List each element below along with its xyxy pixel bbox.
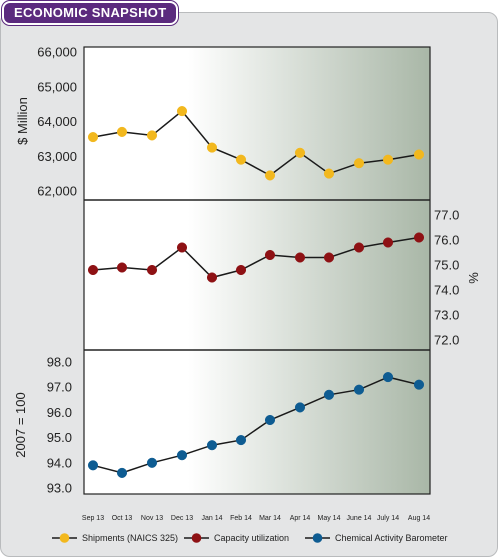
legend-label: Capacity utilization bbox=[214, 533, 289, 543]
data-point bbox=[116, 467, 128, 478]
data-point bbox=[294, 252, 306, 263]
data-point bbox=[206, 272, 218, 283]
y-tick-label: 66,000 bbox=[37, 45, 77, 60]
y-tick-label: 97.0 bbox=[47, 380, 72, 395]
x-tick-label: Jan 14 bbox=[201, 515, 222, 522]
y-axis-label: % bbox=[466, 272, 481, 284]
y-tick-label: 77.0 bbox=[434, 208, 459, 223]
legend-label: Shipments (NAICS 325) bbox=[82, 533, 178, 543]
data-point bbox=[382, 237, 394, 248]
x-tick-label: Apr 14 bbox=[290, 515, 311, 522]
y-tick-label: 76.0 bbox=[434, 233, 459, 248]
data-point bbox=[353, 158, 365, 169]
data-point bbox=[235, 154, 247, 165]
y-tick-label: 65,000 bbox=[37, 79, 77, 94]
data-point bbox=[413, 149, 425, 160]
series-line bbox=[92, 376, 420, 474]
x-tick-label: Nov 13 bbox=[141, 515, 163, 522]
data-point bbox=[146, 264, 158, 276]
data-point bbox=[413, 379, 425, 390]
y-tick-label: 95.0 bbox=[47, 430, 72, 445]
data-point bbox=[176, 450, 188, 461]
legend-label: Chemical Activity Barometer bbox=[335, 533, 448, 543]
data-point bbox=[235, 264, 247, 276]
data-point bbox=[323, 168, 335, 179]
x-tick-label: Oct 13 bbox=[112, 515, 133, 522]
legend-marker bbox=[59, 533, 70, 543]
y-axis-label: $ Million bbox=[15, 97, 30, 145]
data-point bbox=[382, 154, 394, 165]
plot-background bbox=[83, 46, 431, 495]
y-tick-label: 62,000 bbox=[37, 184, 77, 199]
y-tick-label: 74.0 bbox=[434, 283, 459, 298]
x-tick-label: May 14 bbox=[318, 515, 341, 522]
data-point bbox=[323, 252, 335, 263]
data-point bbox=[235, 435, 247, 446]
y-axis-label: 2007 = 100 bbox=[13, 392, 28, 457]
data-point bbox=[146, 457, 158, 468]
x-tick-label: Feb 14 bbox=[230, 515, 252, 522]
y-tick-label: 93.0 bbox=[47, 481, 72, 496]
data-point bbox=[413, 232, 425, 243]
y-tick-label: 72.0 bbox=[434, 333, 459, 348]
y-tick-label: 63,000 bbox=[37, 149, 77, 164]
x-tick-label: Mar 14 bbox=[259, 515, 281, 522]
y-tick-label: 64,000 bbox=[37, 114, 77, 129]
data-point bbox=[146, 130, 158, 141]
y-tick-label: 98.0 bbox=[47, 355, 72, 370]
banner-title: ECONOMIC SNAPSHOT bbox=[2, 1, 179, 25]
data-point bbox=[87, 460, 99, 471]
data-point bbox=[294, 402, 306, 413]
data-point bbox=[206, 142, 218, 153]
y-tick-label: 96.0 bbox=[47, 405, 72, 420]
y-tick-label: 75.0 bbox=[434, 258, 459, 273]
data-point bbox=[176, 106, 188, 117]
data-point bbox=[116, 262, 128, 273]
x-tick-label: July 14 bbox=[377, 515, 399, 522]
data-point bbox=[116, 126, 128, 137]
data-point bbox=[206, 440, 218, 451]
data-point bbox=[294, 147, 306, 158]
x-tick-label: Sep 13 bbox=[82, 515, 104, 522]
x-tick-label: Dec 13 bbox=[171, 515, 193, 522]
y-tick-label: 73.0 bbox=[434, 308, 459, 323]
y-tick-label: 94.0 bbox=[47, 455, 72, 470]
data-point bbox=[264, 414, 276, 426]
x-tick-label: Aug 14 bbox=[408, 515, 430, 522]
data-point bbox=[353, 242, 365, 253]
data-point bbox=[323, 389, 335, 400]
data-point bbox=[87, 264, 99, 276]
data-point bbox=[382, 372, 394, 383]
data-point bbox=[264, 170, 276, 181]
legend-marker bbox=[312, 533, 323, 543]
data-point bbox=[264, 249, 276, 261]
data-point bbox=[87, 132, 99, 143]
legend-marker bbox=[191, 533, 202, 543]
data-point bbox=[353, 384, 365, 395]
x-tick-label: June 14 bbox=[347, 515, 372, 522]
data-point bbox=[176, 242, 188, 253]
